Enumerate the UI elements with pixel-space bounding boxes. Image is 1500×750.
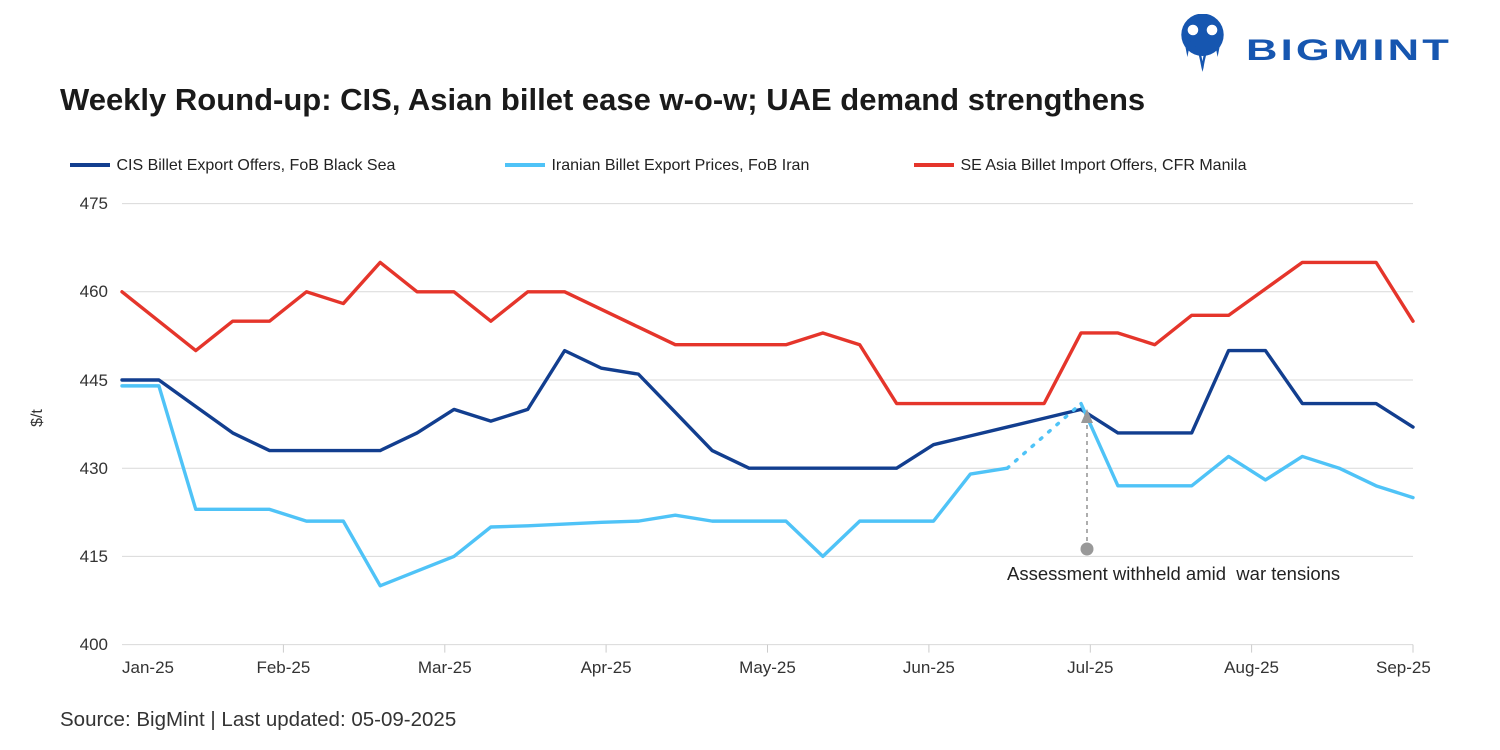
svg-text:Mar-25: Mar-25 <box>418 658 472 677</box>
svg-text:May-25: May-25 <box>739 658 796 677</box>
svg-text:475: 475 <box>80 194 108 213</box>
svg-text:Jan-25: Jan-25 <box>122 658 174 677</box>
svg-text:Aug-25: Aug-25 <box>1224 658 1279 677</box>
svg-text:400: 400 <box>80 635 108 654</box>
svg-text:$/t: $/t <box>29 409 46 427</box>
svg-text:Assessment withheld amid war: Assessment withheld amid war tensions <box>1007 563 1340 584</box>
svg-text:Jul-25: Jul-25 <box>1067 658 1113 677</box>
svg-text:Source: BigMint | Last updated: Source: BigMint | Last updated: 05-09-20… <box>60 708 456 731</box>
svg-text:415: 415 <box>80 547 108 566</box>
svg-text:430: 430 <box>80 459 108 478</box>
svg-text:Apr-25: Apr-25 <box>581 658 632 677</box>
svg-text:460: 460 <box>80 282 108 301</box>
svg-text:Feb-25: Feb-25 <box>256 658 310 677</box>
svg-text:445: 445 <box>80 371 108 390</box>
svg-text:Sep-25: Sep-25 <box>1376 658 1431 677</box>
svg-text:Jun-25: Jun-25 <box>903 658 955 677</box>
